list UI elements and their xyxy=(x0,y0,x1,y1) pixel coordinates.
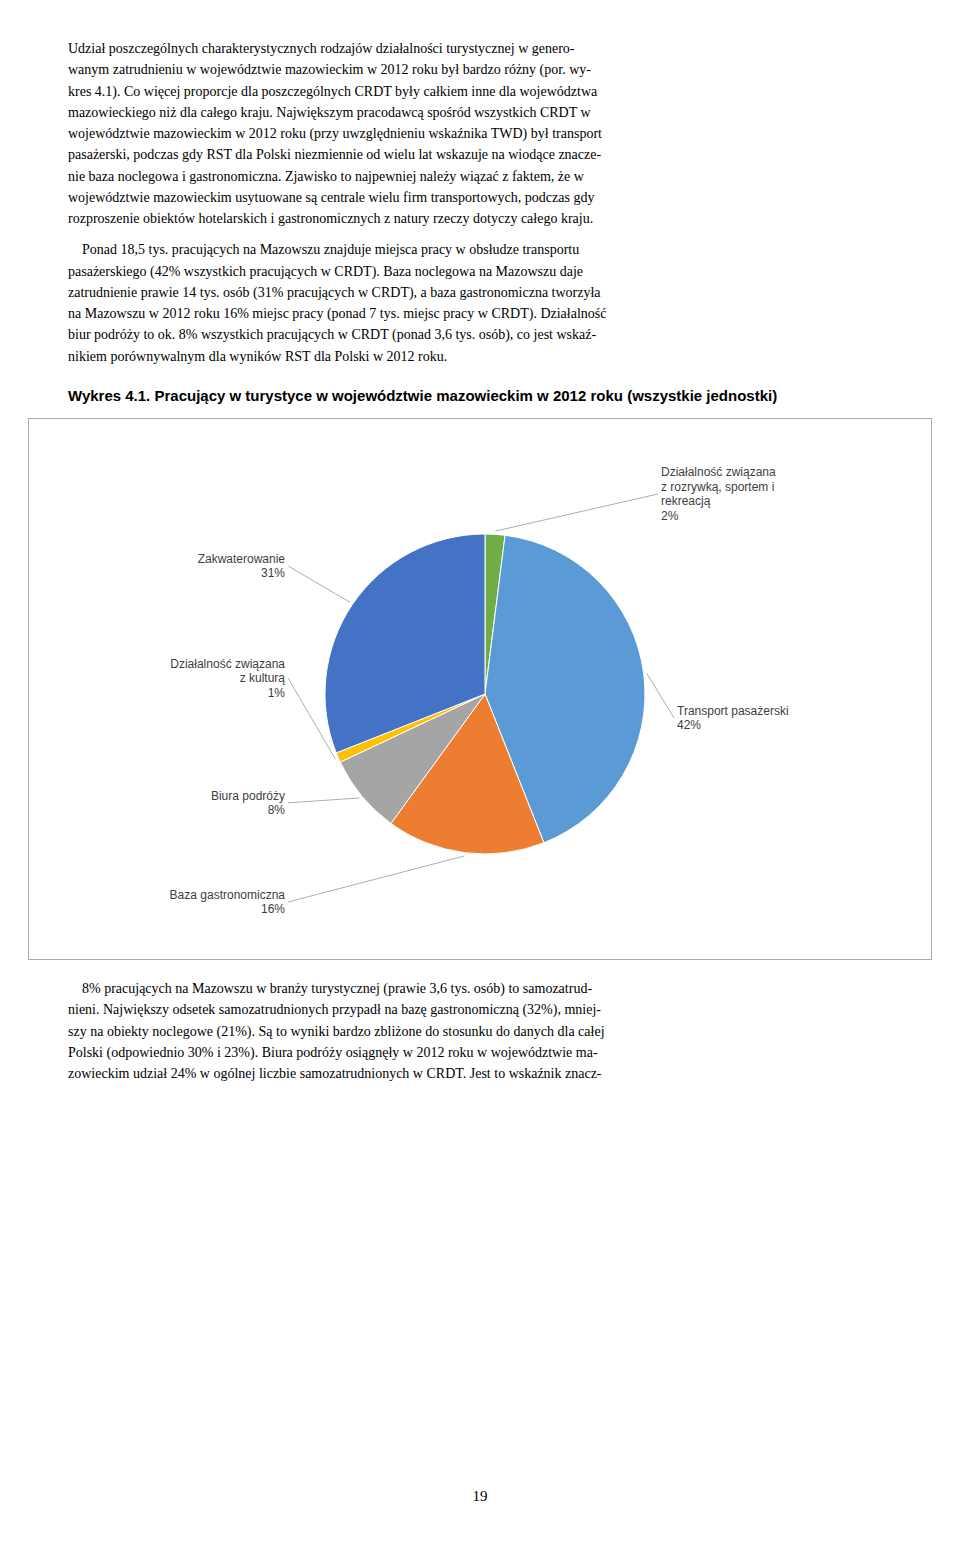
svg-text:Biura podróży8%: Biura podróży8% xyxy=(211,789,285,818)
html-text:Ponad 18,5 tys. pracujących na: Ponad 18,5 tys. pracujących na Mazowszu … xyxy=(68,242,607,364)
svg-text:Działalność związanaz kulturą1: Działalność związanaz kulturą1% xyxy=(170,656,285,699)
html-text:19: 19 xyxy=(472,1488,488,1504)
svg-text:Działalność związanaz rozrywką: Działalność związanaz rozrywką, sportem … xyxy=(661,465,776,523)
html-text:8% pracujących na Mazowszu w b: 8% pracujących na Mazowszu w branży tury… xyxy=(68,981,605,1081)
svg-text:Zakwaterowanie31%: Zakwaterowanie31% xyxy=(198,552,286,581)
html-text:Udział poszczególnych charakte: Udział poszczególnych charakterystycznyc… xyxy=(68,41,602,227)
html-text:Wykres 4.1. Pracujący w turyst: Wykres 4.1. Pracujący w turystyce w woje… xyxy=(68,387,778,404)
svg-text:Baza gastronomiczna16%: Baza gastronomiczna16% xyxy=(170,888,286,917)
svg-text:Transport pasażerski42%: Transport pasażerski42% xyxy=(677,704,789,733)
